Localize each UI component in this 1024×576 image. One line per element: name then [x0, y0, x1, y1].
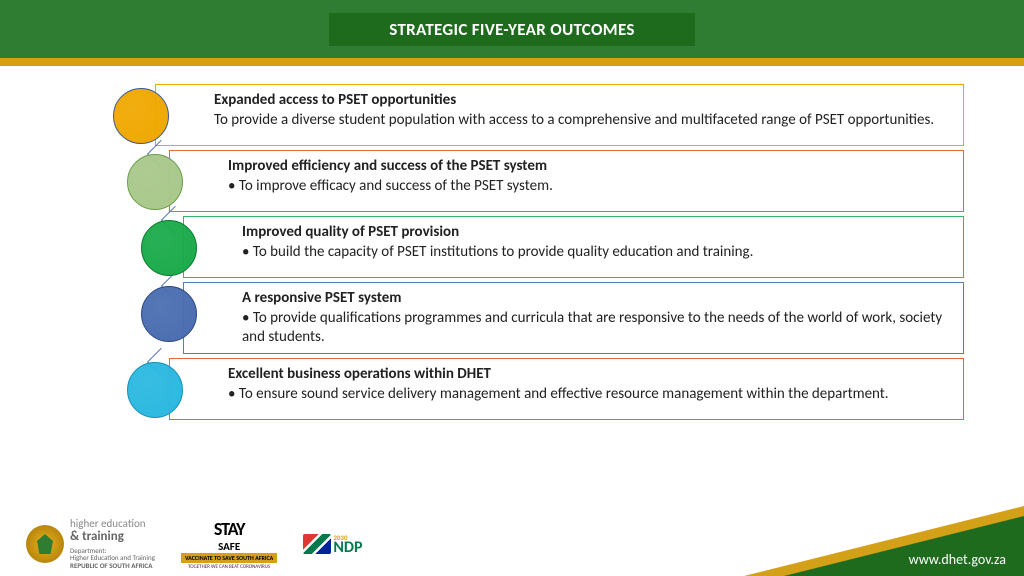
ndp-text: NDP: [333, 542, 362, 555]
outcome-box: A responsive PSET system To provide quali…: [183, 282, 964, 354]
outcome-item: Excellent business operations within DHE…: [169, 358, 964, 420]
outcome-title: A responsive PSET system: [242, 289, 951, 307]
stay-mid: VACCINATE TO SAVE SOUTH AFRICA: [181, 553, 277, 563]
outcome-body: To ensure sound service delivery managem…: [228, 385, 951, 404]
outcome-title: Improved efficiency and success of the P…: [228, 157, 951, 175]
stay-top: STAY: [214, 518, 245, 540]
coat-of-arms-icon: [26, 525, 64, 563]
outcome-circle-icon: [113, 88, 169, 144]
outcome-title: Excellent business operations within DHE…: [228, 365, 951, 383]
outcome-item: Improved efficiency and success of the P…: [169, 150, 964, 212]
outcome-item: Improved quality of PSET provision To bui…: [183, 216, 964, 278]
stay-safe-logo: STAY SAFE VACCINATE TO SAVE SOUTH AFRICA…: [181, 518, 277, 570]
dept-text: higher education & training Department: …: [70, 518, 155, 569]
outcome-box: Improved quality of PSET provision To bui…: [183, 216, 964, 278]
outcome-item: Expanded access to PSET opportunities To…: [155, 84, 964, 146]
outcome-circle-icon: [141, 286, 197, 342]
outcome-body: To provide qualifications programmes and…: [242, 309, 951, 347]
header-inner: STRATEGIC FIVE-YEAR OUTCOMES: [329, 13, 694, 46]
outcome-title: Improved quality of PSET provision: [242, 223, 951, 241]
sa-flag-icon: [303, 534, 331, 554]
outcome-item: A responsive PSET system To provide quali…: [183, 282, 964, 354]
outcome-box: Excellent business operations within DHE…: [169, 358, 964, 420]
footer-url: www.dhet.gov.za: [909, 551, 1006, 568]
outcomes-list: Expanded access to PSET opportunities To…: [0, 66, 1024, 420]
outcome-title: Expanded access to PSET opportunities: [214, 91, 951, 109]
ndp-logo: 2030 NDP: [303, 533, 362, 555]
page-title: STRATEGIC FIVE-YEAR OUTCOMES: [389, 19, 634, 40]
outcome-circle-icon: [127, 154, 183, 210]
outcome-box: Improved efficiency and success of the P…: [169, 150, 964, 212]
outcome-box: Expanded access to PSET opportunities To…: [155, 84, 964, 146]
outcome-body: To improve efficacy and success of the P…: [228, 177, 951, 196]
footer-logos: higher education & training Department: …: [26, 518, 362, 570]
stay-safe: SAFE: [218, 540, 240, 553]
header-bar: STRATEGIC FIVE-YEAR OUTCOMES: [0, 0, 1024, 58]
outcome-circle-icon: [127, 362, 183, 418]
dhet-logo: higher education & training Department: …: [26, 518, 155, 569]
dept-line5: REPUBLIC OF SOUTH AFRICA: [70, 561, 153, 570]
outcome-body: To provide a diverse student population …: [214, 111, 951, 130]
stay-bot: TOGETHER WE CAN BEAT CORONAVIRUS: [188, 564, 270, 570]
footer: www.dhet.gov.za higher education & train…: [0, 514, 1024, 576]
dept-line2: & training: [70, 529, 124, 544]
outcome-circle-icon: [141, 220, 197, 276]
gold-divider: [0, 58, 1024, 66]
dept-line1: higher education: [70, 517, 146, 530]
outcome-body: To build the capacity of PSET institutio…: [242, 243, 951, 262]
